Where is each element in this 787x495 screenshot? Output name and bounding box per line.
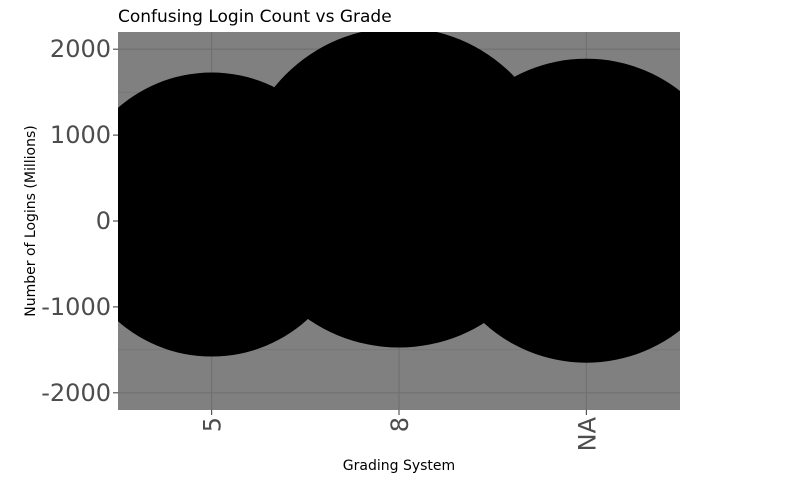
y-tick-label: -1000 <box>41 293 111 321</box>
x-tick-label: 8 <box>386 417 414 432</box>
data-points <box>118 32 680 363</box>
x-axis-ticks: 5 8 NA <box>199 410 601 451</box>
x-axis-title: Grading System <box>343 458 455 474</box>
y-tick-label: 1000 <box>50 121 111 149</box>
x-tick-label: NA <box>573 416 601 451</box>
y-tick-label: 2000 <box>50 35 111 63</box>
y-axis-title: Number of Logins (Millions) <box>23 125 39 316</box>
y-tick-label: -2000 <box>41 379 111 407</box>
chart-title: Confusing Login Count vs Grade <box>118 7 392 27</box>
x-tick-label: 5 <box>199 417 227 432</box>
y-tick-label: 0 <box>96 207 111 235</box>
data-point <box>434 58 680 363</box>
y-axis-ticks: 2000 1000 0 -1000 -2000 <box>41 35 118 407</box>
